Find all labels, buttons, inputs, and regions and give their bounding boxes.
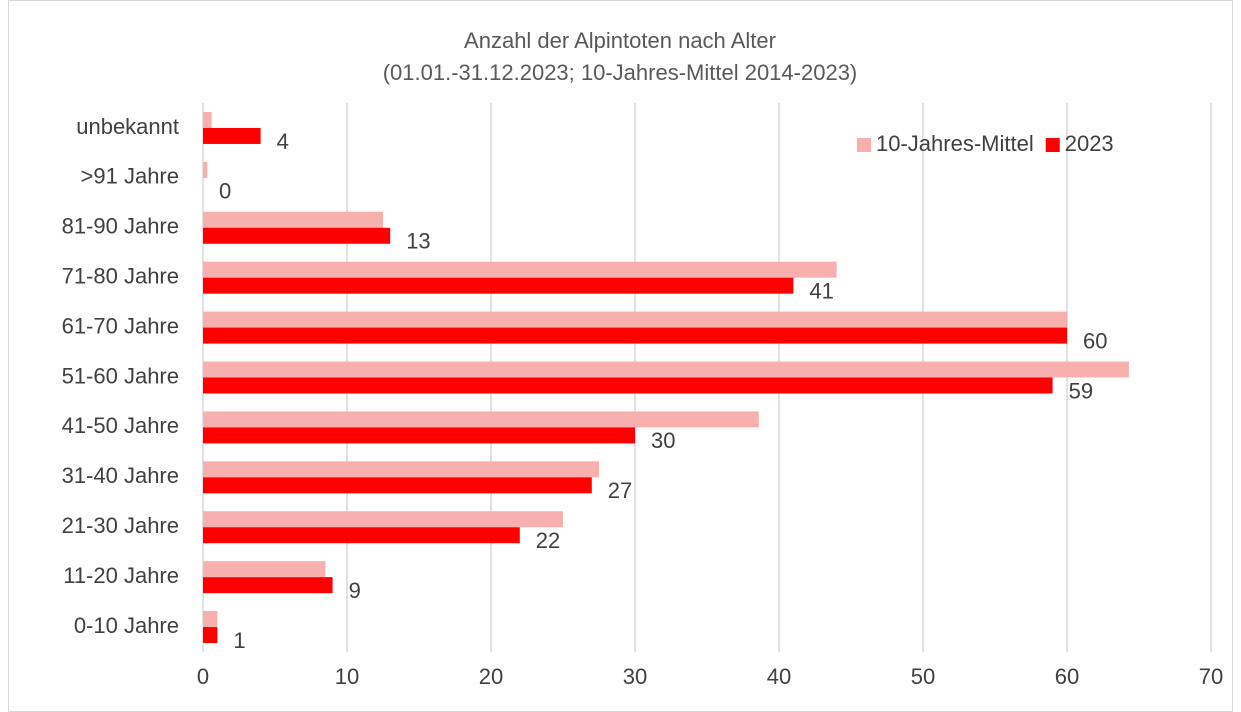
legend-label: 10-Jahres-Mittel — [876, 131, 1034, 156]
y-tick-label: >91 Jahre — [81, 164, 179, 189]
x-tick-label: 0 — [197, 664, 209, 689]
data-label: 22 — [536, 528, 560, 553]
x-tick-label: 40 — [767, 664, 791, 689]
x-tick-label: 20 — [479, 664, 503, 689]
bar — [203, 461, 599, 478]
y-tick-label: 41-50 Jahre — [62, 413, 179, 438]
bar — [203, 227, 391, 244]
bar — [203, 127, 261, 144]
data-label: 4 — [277, 129, 289, 154]
data-label: 41 — [809, 278, 833, 303]
bar — [203, 311, 1067, 328]
y-tick-label: 31-40 Jahre — [62, 463, 179, 488]
legend-swatch — [857, 138, 871, 152]
data-label: 30 — [651, 428, 675, 453]
x-tick-label: 30 — [623, 664, 647, 689]
bar — [203, 377, 1053, 394]
data-label: 9 — [349, 578, 361, 603]
data-label: 0 — [219, 179, 231, 204]
chart-subtitle: (01.01.-31.12.2023; 10-Jahres-Mittel 201… — [383, 60, 858, 85]
data-label: 27 — [608, 478, 632, 503]
y-tick-label: 51-60 Jahre — [62, 363, 179, 388]
data-label: 60 — [1083, 328, 1107, 353]
bar — [203, 361, 1129, 378]
bar — [203, 577, 333, 594]
data-label: 1 — [233, 628, 245, 653]
bar — [203, 527, 520, 544]
x-tick-label: 60 — [1055, 664, 1079, 689]
bar — [203, 211, 383, 228]
y-tick-label: 11-20 Jahre — [63, 563, 179, 588]
bar — [203, 161, 208, 178]
bar — [203, 627, 218, 644]
y-tick-label: 81-90 Jahre — [62, 214, 179, 239]
bar — [203, 111, 212, 128]
x-tick-label: 10 — [335, 664, 359, 689]
bar — [203, 261, 837, 278]
data-label: 59 — [1069, 378, 1093, 403]
chart-border — [8, 0, 1233, 712]
bar — [203, 411, 759, 428]
x-tick-label: 70 — [1199, 664, 1223, 689]
bar — [203, 561, 326, 578]
y-tick-label: unbekannt — [76, 114, 179, 139]
bar — [203, 511, 563, 528]
data-label: 13 — [406, 229, 430, 254]
legend-swatch — [1045, 138, 1060, 152]
bar — [203, 477, 592, 494]
y-tick-label: 0-10 Jahre — [74, 613, 179, 638]
chart-title: Anzahl der Alpintoten nach Alter — [464, 28, 776, 53]
y-tick-label: 21-30 Jahre — [62, 513, 179, 538]
x-tick-label: 50 — [911, 664, 935, 689]
y-tick-label: 71-80 Jahre — [62, 263, 179, 288]
bar — [203, 427, 635, 444]
legend-label: 2023 — [1065, 131, 1114, 156]
bar — [203, 327, 1067, 344]
bar — [203, 611, 218, 628]
y-tick-label: 61-70 Jahre — [62, 313, 179, 338]
bar — [203, 277, 794, 294]
